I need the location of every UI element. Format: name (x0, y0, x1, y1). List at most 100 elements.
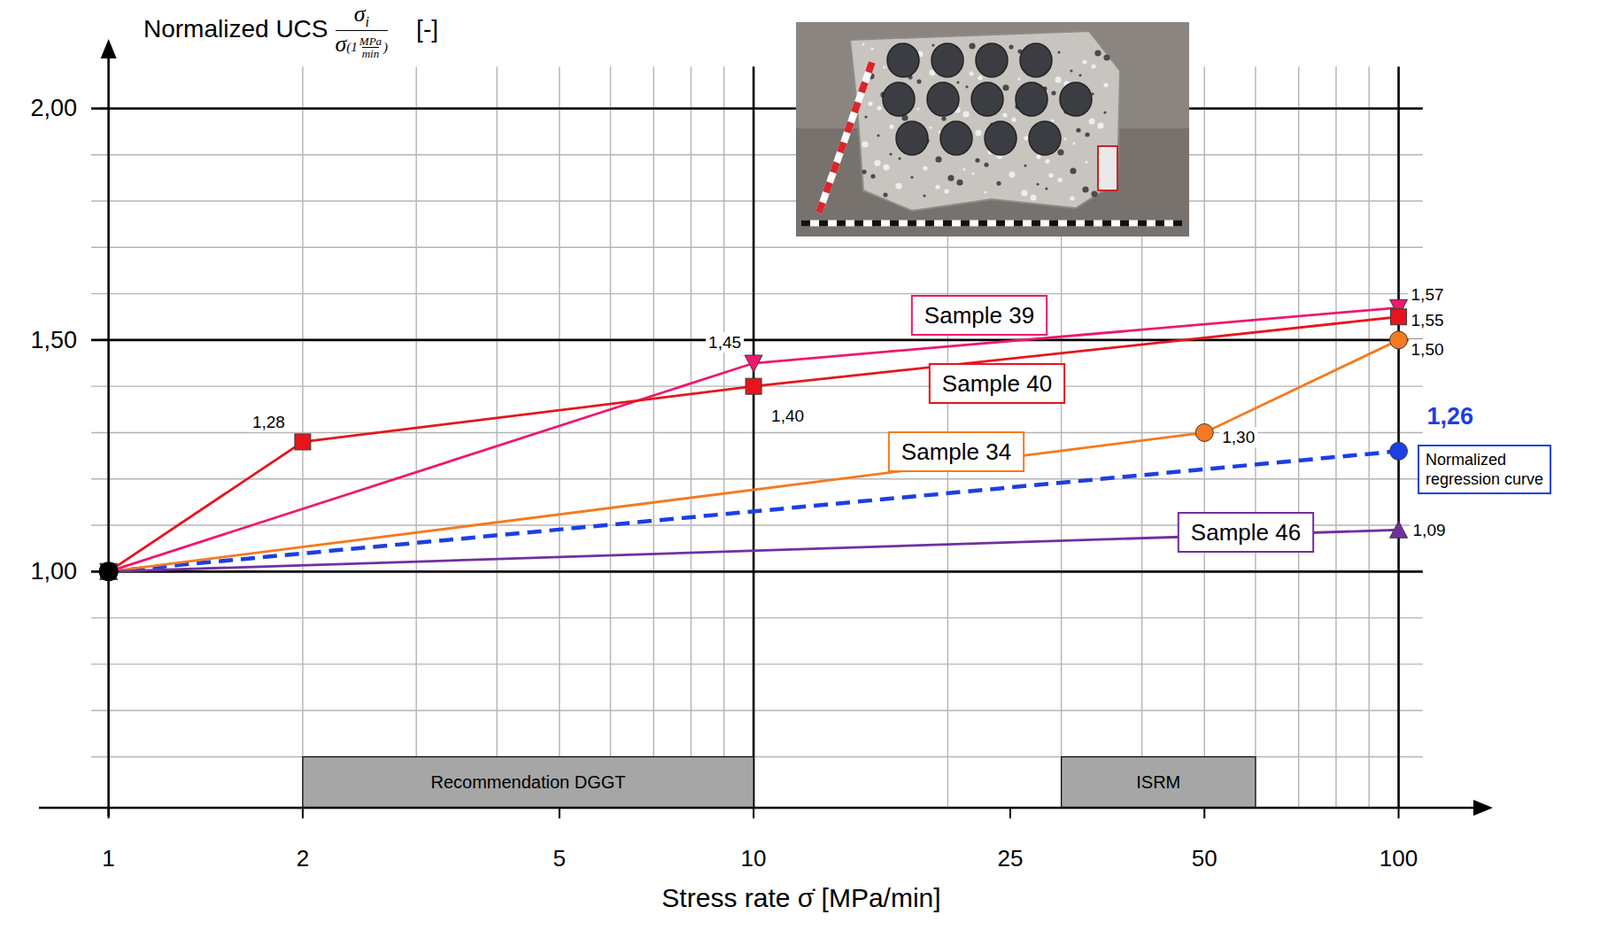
photo-speckle (1002, 84, 1009, 91)
photo-speckle (1057, 148, 1064, 155)
series-name-frame (1418, 445, 1551, 494)
x-tick (1398, 807, 1400, 819)
label-patch (705, 332, 744, 353)
y-tick-label: 1,00 (30, 557, 78, 585)
series-name: Sample 46 (1190, 518, 1301, 546)
series-name-box: Sample 39 (912, 295, 1047, 335)
photo-speckle (1103, 54, 1110, 61)
x-tick-label: 50 (1191, 844, 1218, 872)
minor-grid-line (610, 66, 611, 808)
photo-speckle (928, 125, 932, 129)
series-marker (100, 562, 118, 580)
y-title-numerator: σi (354, 1, 370, 31)
series-name-frame (929, 363, 1065, 403)
photo-speckle (968, 70, 974, 76)
minor-grid-line (1335, 66, 1337, 808)
photo-scale (1097, 146, 1118, 191)
photo-speckle (861, 42, 865, 46)
major-grid-line (91, 339, 1423, 342)
photo-speckle (1017, 77, 1021, 80)
reference-point (99, 561, 119, 581)
series-name-frame (1178, 512, 1314, 552)
series-name-box: Sample 40 (929, 363, 1065, 403)
minor-grid-line (91, 663, 1423, 665)
photo-speckle (968, 42, 975, 49)
photo-speckle (1057, 177, 1062, 182)
photo-speckle (1069, 195, 1075, 201)
y-tick (100, 107, 109, 109)
y-title-fraction: σiσ(1MPamin) (335, 1, 389, 56)
minor-grid-line (91, 617, 1423, 619)
range-label: ISRM (1136, 772, 1181, 792)
y-title-sub: MPa (359, 35, 382, 47)
photo-ruler (801, 220, 1183, 227)
photo-speckle (1084, 160, 1088, 163)
series-name-frame (888, 432, 1024, 472)
minor-grid-line (91, 478, 1423, 480)
photo-hole (887, 43, 920, 78)
x-tick-label: 10 (741, 844, 767, 872)
photo-speckle (888, 123, 894, 129)
minor-grid-line (723, 66, 725, 808)
photo-speckle (1103, 82, 1108, 87)
series-marker (294, 433, 311, 450)
x-tick-label: 2 (296, 844, 310, 872)
photo-speckle (1051, 118, 1054, 122)
series-name: Sample 34 (901, 438, 1012, 465)
photo-speckle (1051, 90, 1056, 95)
x-axis-arrow (1473, 799, 1493, 816)
photo-speckle (1075, 127, 1081, 132)
photo-ruler (801, 220, 1183, 227)
x-axis-line (38, 806, 1481, 810)
y-title-sub: i (364, 14, 369, 30)
photo-speckle (882, 163, 889, 171)
y-title-symbol: σ (354, 0, 366, 27)
photo-speckle (1082, 59, 1087, 64)
photo-speckle (943, 188, 949, 194)
photo-speckle (876, 133, 880, 137)
photo-speckle (916, 78, 921, 84)
photo-speckle (1023, 135, 1029, 140)
photo-speckle (1094, 49, 1101, 56)
grid (91, 66, 1423, 808)
photo-speckle (1103, 110, 1106, 114)
photo-ruler (819, 61, 873, 213)
photo-speckle (1008, 44, 1013, 49)
y-title-unit-fraction: MPamin (359, 35, 382, 60)
photo-speckle (922, 165, 928, 171)
photo-hole (940, 121, 973, 155)
photo-speckle (956, 178, 963, 186)
photo-hole (1059, 82, 1092, 116)
y-title-sub: min (362, 46, 380, 60)
y-title-unit: [-] (416, 15, 439, 44)
minor-grid-line (690, 66, 692, 808)
photo-speckle (861, 169, 866, 174)
series-marker (1390, 520, 1408, 538)
photo-speckle (1090, 190, 1098, 197)
x-tick-label: 1 (101, 844, 115, 872)
series-marker (1390, 331, 1408, 349)
photo-ground (796, 22, 1190, 237)
photo-speckle (870, 173, 875, 178)
series-name-line: Normalized (1425, 450, 1507, 469)
label-patch (1424, 401, 1477, 431)
photo-speckle (956, 80, 959, 84)
photo-speckle (996, 180, 1001, 186)
photo-speckle (965, 85, 968, 88)
y-tick (100, 339, 109, 341)
photo-speckle (1090, 63, 1096, 69)
series-line (108, 450, 1400, 572)
minor-grid-line (495, 66, 497, 808)
y-tick-label: 2,00 (30, 94, 78, 122)
minor-grid-line (1298, 66, 1299, 808)
photo-speckle (1069, 69, 1073, 72)
photo-speckle (916, 107, 920, 110)
major-grid-line (91, 570, 1423, 573)
labels: Sample 39 Sample 40 Sample 34 Sample 46 Norm… (249, 284, 1551, 552)
x-tick-label: 100 (1379, 844, 1418, 872)
photo-speckle (974, 129, 982, 136)
x-tick (752, 807, 755, 819)
x-tick (1009, 807, 1012, 819)
photo-speckle (974, 157, 980, 163)
photo-speckle (971, 171, 974, 175)
